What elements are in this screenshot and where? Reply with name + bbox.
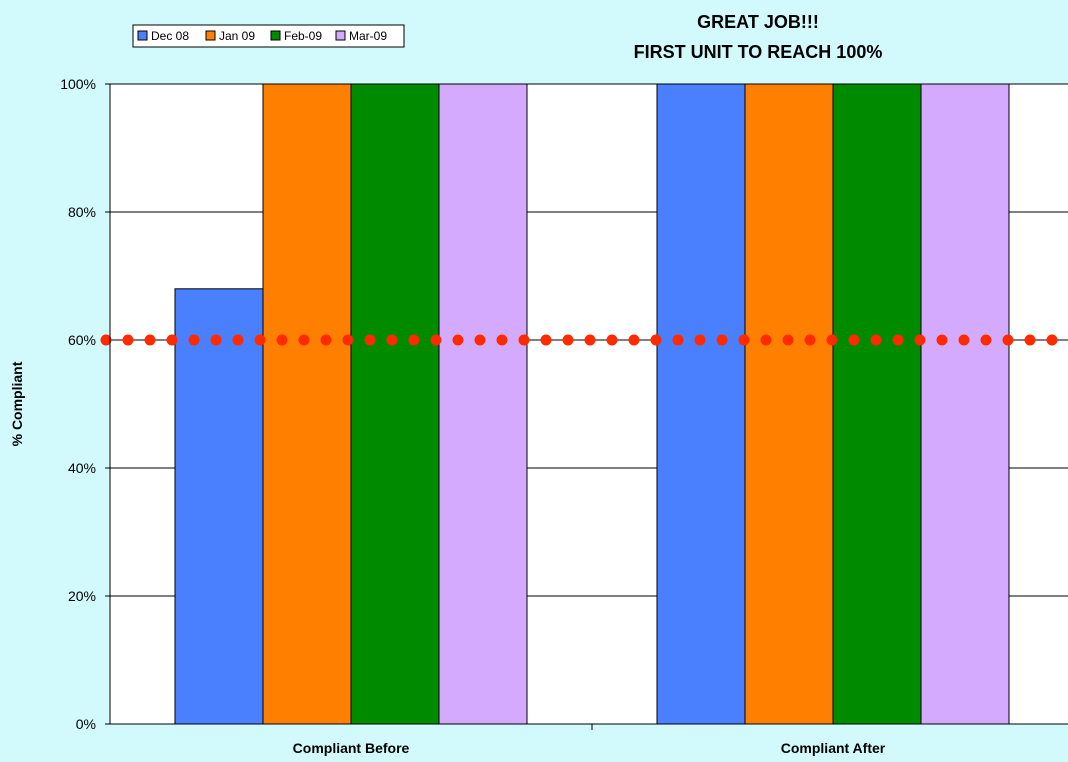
target-line-dot (958, 334, 970, 346)
target-line-dot (672, 334, 684, 346)
legend: Dec 08 Jan 09 Feb-09 Mar-09 (132, 24, 405, 48)
target-line-dot (1002, 334, 1014, 346)
target-line-dot (826, 334, 838, 346)
target-line-dot (298, 334, 310, 346)
target-line-dot (1046, 334, 1058, 346)
bar-feb-09-0 (350, 83, 440, 725)
target-line-dot (606, 334, 618, 346)
chart-title-line-1: GREAT JOB!!! (697, 12, 819, 32)
target-line-dot (980, 334, 992, 346)
bar-dec-08-0 (174, 288, 264, 725)
legend-label: Jan 09 (219, 29, 255, 43)
legend-swatch (137, 30, 148, 41)
target-line-dot (166, 334, 178, 346)
legend-label: Mar-09 (349, 29, 387, 43)
target-line-dot (342, 334, 354, 346)
bar-dec-08-1 (656, 83, 746, 725)
target-line-dot (474, 334, 486, 346)
category-labels: Compliant Before Compliant After (293, 740, 886, 756)
target-line (100, 334, 1058, 346)
category-label: Compliant After (781, 740, 886, 756)
target-line-dot (650, 334, 662, 346)
bar-jan-09-1 (744, 83, 834, 725)
y-tick-label: 20% (68, 588, 96, 604)
target-line-dot (100, 334, 112, 346)
target-line-dot (364, 334, 376, 346)
target-line-dot (628, 334, 640, 346)
target-line-dot (144, 334, 156, 346)
chart-title-line-2: FIRST UNIT TO REACH 100% (634, 42, 883, 62)
y-axis-title: % Compliant (9, 361, 25, 446)
bars (174, 83, 1010, 725)
target-line-dot (232, 334, 244, 346)
bar-jan-09-0 (262, 83, 352, 725)
target-line-dot (1024, 334, 1036, 346)
target-line-dot (870, 334, 882, 346)
bar-mar-09-1 (920, 83, 1010, 725)
target-line-dot (892, 334, 904, 346)
target-line-dot (496, 334, 508, 346)
legend-label: Dec 08 (151, 29, 189, 43)
target-line-dot (760, 334, 772, 346)
y-tick-label: 40% (68, 460, 96, 476)
y-tick-label: 60% (68, 332, 96, 348)
legend-swatch (335, 30, 346, 41)
target-line-dot (694, 334, 706, 346)
y-tick-label: 0% (76, 716, 96, 732)
target-line-dot (584, 334, 596, 346)
legend-label: Feb-09 (284, 29, 322, 43)
target-line-dot (848, 334, 860, 346)
bar-feb-09-1 (832, 83, 922, 725)
legend-swatch (270, 30, 281, 41)
target-line-dot (122, 334, 134, 346)
y-tick-label: 80% (68, 204, 96, 220)
legend-swatch (205, 30, 216, 41)
target-line-dot (386, 334, 398, 346)
target-line-dot (320, 334, 332, 346)
axes (109, 84, 1068, 730)
target-line-dot (210, 334, 222, 346)
target-line-dot (276, 334, 288, 346)
target-line-dot (914, 334, 926, 346)
target-line-dot (804, 334, 816, 346)
target-line-dot (540, 334, 552, 346)
target-line-dot (452, 334, 464, 346)
y-tick-labels: 0% 20% 40% 60% 80% 100% (60, 76, 96, 732)
target-line-dot (782, 334, 794, 346)
y-tick-label: 100% (60, 76, 96, 92)
target-line-dot (518, 334, 530, 346)
target-line-dot (716, 334, 728, 346)
target-line-dot (408, 334, 420, 346)
target-line-dot (562, 334, 574, 346)
target-line-dot (738, 334, 750, 346)
category-label: Compliant Before (293, 740, 410, 756)
target-line-dot (430, 334, 442, 346)
target-line-dot (188, 334, 200, 346)
target-line-dot (936, 334, 948, 346)
bar-mar-09-0 (438, 83, 528, 725)
target-line-dot (254, 334, 266, 346)
